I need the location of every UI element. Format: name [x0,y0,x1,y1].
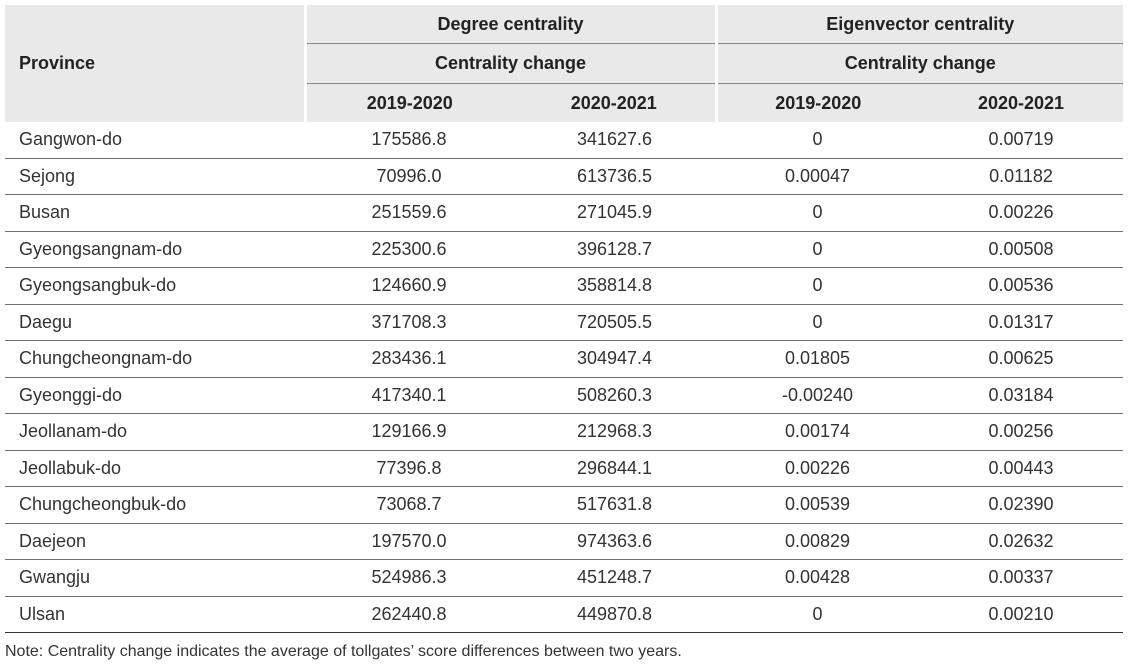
table-row: Chungcheongnam-do 283436.1 304947.4 0.01805… [5,340,1124,378]
province-cell: Busan [5,194,305,232]
degree-2019-2020-cell: 175586.8 [305,122,513,159]
province-cell: Gangwon-do [5,122,305,159]
eigen-2019-2020-cell: 0.01805 [716,340,920,378]
table-row: Sejong 70996.0 613736.5 0.00047 0.01182 [5,158,1124,195]
table-body: Gangwon-do 175586.8 341627.6 0 0.00719 Sejong… [5,122,1124,633]
province-cell: Sejong [5,158,305,195]
province-cell: Gwangju [5,559,305,597]
eigen-2019-2020-cell: 0.00226 [716,450,920,487]
province-cell: Chungcheongnam-do [5,340,305,378]
eigen-2019-2020-cell: 0 [716,304,920,341]
degree-2019-2020-cell: 70996.0 [305,158,513,195]
period-header: 2019-2020 [305,83,513,122]
eigen-2019-2020-cell: 0 [716,194,920,232]
degree-2020-2021-cell: 212968.3 [513,413,717,451]
degree-2019-2020-cell: 225300.6 [305,231,513,268]
degree-2019-2020-cell: 251559.6 [305,194,513,232]
degree-2020-2021-cell: 341627.6 [513,122,717,159]
eigen-2020-2021-cell: 0.00719 [919,122,1124,159]
degree-2020-2021-cell: 304947.4 [513,340,717,378]
degree-2019-2020-cell: 129166.9 [305,413,513,451]
table-row: Gyeongsangbuk-do 124660.9 358814.8 0 0.00536 [5,267,1124,305]
degree-2020-2021-cell: 508260.3 [513,377,717,414]
table-row: Jeollanam-do 129166.9 212968.3 0.00174 0.002… [5,413,1124,451]
eigen-2020-2021-cell: 0.00337 [919,559,1124,597]
province-cell: Jeollabuk-do [5,450,305,487]
eigen-2019-2020-cell: 0 [716,231,920,268]
eigen-change-header: Centrality change [716,43,1124,84]
degree-2019-2020-cell: 371708.3 [305,304,513,341]
province-cell: Daegu [5,304,305,341]
table-row: Chungcheongbuk-do 73068.7 517631.8 0.00539 0… [5,486,1124,524]
eigen-2020-2021-cell: 0.03184 [919,377,1124,414]
province-cell: Daejeon [5,523,305,560]
period-header: 2020-2021 [513,83,718,122]
eigen-2019-2020-cell: 0.00539 [716,486,920,524]
table-note: Note: Centrality change indicates the av… [5,643,682,660]
degree-2020-2021-cell: 517631.8 [513,486,717,524]
eigen-2020-2021-cell: 0.00226 [919,194,1124,232]
degree-2020-2021-cell: 358814.8 [513,267,717,305]
degree-2019-2020-cell: 283436.1 [305,340,513,378]
eigen-2020-2021-cell: 0.00210 [919,596,1124,633]
table-row: Gyeonggi-do 417340.1 508260.3 -0.00240 0.031… [5,377,1124,414]
degree-centrality-header: Degree centrality [305,5,718,44]
degree-2020-2021-cell: 451248.7 [513,559,717,597]
table-row: Gwangju 524986.3 451248.7 0.00428 0.00337 [5,559,1124,597]
degree-2019-2020-cell: 77396.8 [305,450,513,487]
degree-2019-2020-cell: 262440.8 [305,596,513,633]
table-row: Ulsan 262440.8 449870.8 0 0.00210 [5,596,1124,633]
eigen-2020-2021-cell: 0.02390 [919,486,1124,524]
degree-2019-2020-cell: 417340.1 [305,377,513,414]
table-row: Daejeon 197570.0 974363.6 0.00829 0.02632 [5,523,1124,560]
eigen-2020-2021-cell: 0.00443 [919,450,1124,487]
eigen-2020-2021-cell: 0.01182 [919,158,1124,195]
eigen-2019-2020-cell: 0.00428 [716,559,920,597]
eigen-2020-2021-cell: 0.00508 [919,231,1124,268]
eigen-2019-2020-cell: 0.00047 [716,158,920,195]
degree-2020-2021-cell: 271045.9 [513,194,717,232]
table-row: Gangwon-do 175586.8 341627.6 0 0.00719 [5,122,1124,159]
period-header: 2020-2021 [919,83,1124,122]
degree-2019-2020-cell: 197570.0 [305,523,513,560]
eigen-2019-2020-cell: 0 [716,122,920,159]
table-row: Jeollabuk-do 77396.8 296844.1 0.00226 0.0044… [5,450,1124,487]
eigen-2019-2020-cell: 0 [716,267,920,305]
table-row: Busan 251559.6 271045.9 0 0.00226 [5,194,1124,232]
eigen-2020-2021-cell: 0.01317 [919,304,1124,341]
table-row: Gyeongsangnam-do 225300.6 396128.7 0 0.00508 [5,231,1124,268]
table-row: Daegu 371708.3 720505.5 0 0.01317 [5,304,1124,341]
period-header: 2019-2020 [716,83,920,122]
eigen-2019-2020-cell: 0 [716,596,920,633]
province-cell: Gyeonggi-do [5,377,305,414]
degree-2019-2020-cell: 524986.3 [305,559,513,597]
province-header: Province [5,5,307,122]
province-cell: Jeollanam-do [5,413,305,451]
degree-2019-2020-cell: 73068.7 [305,486,513,524]
province-cell: Ulsan [5,596,305,633]
eigen-2019-2020-cell: 0.00174 [716,413,920,451]
eigen-2020-2021-cell: 0.00625 [919,340,1124,378]
eigen-2020-2021-cell: 0.00536 [919,267,1124,305]
degree-2020-2021-cell: 449870.8 [513,596,717,633]
degree-2020-2021-cell: 396128.7 [513,231,717,268]
eigen-2019-2020-cell: -0.00240 [716,377,920,414]
province-cell: Chungcheongbuk-do [5,486,305,524]
degree-2020-2021-cell: 296844.1 [513,450,717,487]
eigen-2019-2020-cell: 0.00829 [716,523,920,560]
eigenvector-centrality-header: Eigenvector centrality [716,5,1124,44]
centrality-table: Province Degree centrality Eigenvector c… [5,5,1124,633]
table-header: Province Degree centrality Eigenvector c… [5,5,1124,122]
eigen-2020-2021-cell: 0.02632 [919,523,1124,560]
province-cell: Gyeongsangnam-do [5,231,305,268]
province-cell: Gyeongsangbuk-do [5,267,305,305]
degree-2019-2020-cell: 124660.9 [305,267,513,305]
degree-2020-2021-cell: 974363.6 [513,523,717,560]
degree-change-header: Centrality change [305,43,718,84]
eigen-2020-2021-cell: 0.00256 [919,413,1124,451]
degree-2020-2021-cell: 720505.5 [513,304,717,341]
degree-2020-2021-cell: 613736.5 [513,158,717,195]
